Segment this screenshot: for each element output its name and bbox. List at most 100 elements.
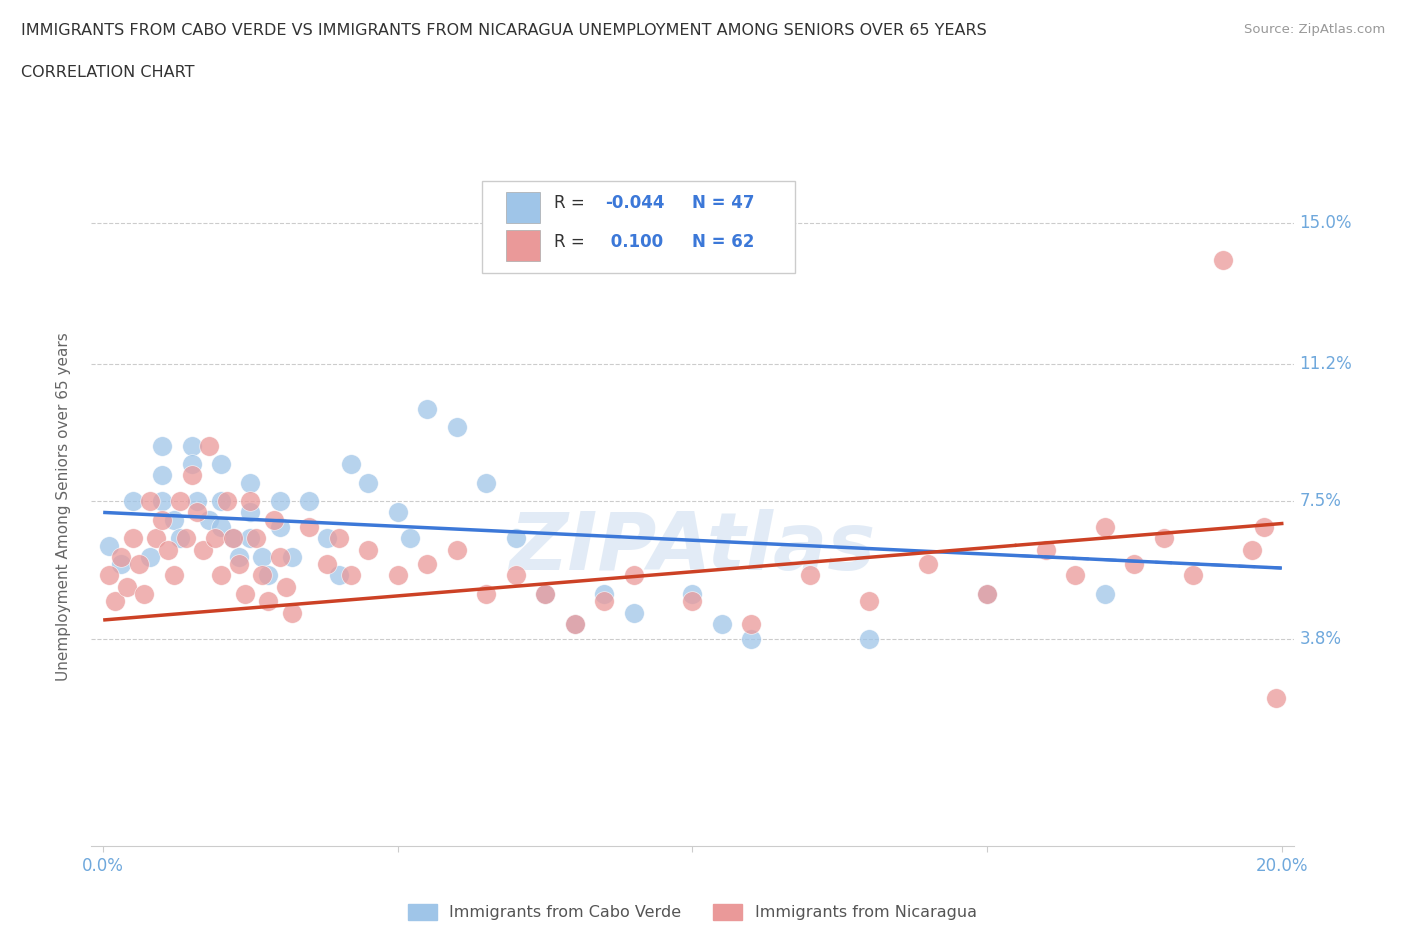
Text: R =: R = bbox=[554, 194, 591, 212]
Point bbox=[98, 538, 121, 553]
FancyBboxPatch shape bbox=[506, 231, 540, 260]
Point bbox=[186, 505, 208, 520]
Point bbox=[280, 605, 302, 620]
Point bbox=[339, 457, 361, 472]
Point bbox=[681, 594, 703, 609]
Point bbox=[204, 531, 226, 546]
FancyBboxPatch shape bbox=[482, 181, 794, 272]
Point bbox=[239, 494, 262, 509]
FancyBboxPatch shape bbox=[506, 192, 540, 222]
Point bbox=[298, 494, 321, 509]
Text: N = 62: N = 62 bbox=[693, 232, 755, 251]
Point bbox=[593, 594, 616, 609]
Point bbox=[222, 531, 245, 546]
Point bbox=[150, 468, 173, 483]
Point bbox=[976, 587, 998, 602]
Point bbox=[328, 531, 350, 546]
Text: Source: ZipAtlas.com: Source: ZipAtlas.com bbox=[1244, 23, 1385, 36]
Point bbox=[209, 568, 232, 583]
Point bbox=[209, 457, 232, 472]
Text: 0.100: 0.100 bbox=[605, 232, 662, 251]
Point bbox=[1123, 557, 1146, 572]
Point bbox=[252, 568, 274, 583]
Point bbox=[245, 531, 267, 546]
Point bbox=[564, 617, 586, 631]
Point bbox=[858, 631, 880, 646]
Point bbox=[475, 475, 498, 490]
Point bbox=[174, 531, 197, 546]
Point bbox=[1153, 531, 1175, 546]
Point bbox=[740, 617, 762, 631]
Point bbox=[1182, 568, 1205, 583]
Point bbox=[1064, 568, 1087, 583]
Point bbox=[274, 579, 297, 594]
Point bbox=[257, 594, 280, 609]
Point bbox=[193, 542, 215, 557]
Point bbox=[534, 587, 557, 602]
Point bbox=[198, 512, 221, 527]
Point bbox=[252, 550, 274, 565]
Point bbox=[1035, 542, 1057, 557]
Text: 3.8%: 3.8% bbox=[1299, 630, 1341, 647]
Point bbox=[209, 494, 232, 509]
Point bbox=[128, 557, 150, 572]
Point bbox=[328, 568, 350, 583]
Point bbox=[139, 550, 162, 565]
Point bbox=[198, 438, 221, 453]
Point bbox=[169, 494, 191, 509]
Point bbox=[150, 494, 173, 509]
Point bbox=[1212, 253, 1234, 268]
Point bbox=[209, 520, 232, 535]
Text: N = 47: N = 47 bbox=[693, 194, 755, 212]
Point bbox=[681, 587, 703, 602]
Point bbox=[416, 401, 439, 416]
Point bbox=[1094, 520, 1116, 535]
Legend: Immigrants from Cabo Verde, Immigrants from Nicaragua: Immigrants from Cabo Verde, Immigrants f… bbox=[402, 897, 983, 926]
Point bbox=[180, 438, 202, 453]
Point bbox=[446, 419, 468, 434]
Point bbox=[269, 494, 291, 509]
Point bbox=[387, 505, 409, 520]
Point bbox=[357, 475, 380, 490]
Point bbox=[215, 494, 238, 509]
Point bbox=[505, 531, 527, 546]
Text: IMMIGRANTS FROM CABO VERDE VS IMMIGRANTS FROM NICARAGUA UNEMPLOYMENT AMONG SENIO: IMMIGRANTS FROM CABO VERDE VS IMMIGRANTS… bbox=[21, 23, 987, 38]
Point bbox=[186, 494, 208, 509]
Point bbox=[917, 557, 939, 572]
Point bbox=[858, 594, 880, 609]
Point bbox=[740, 631, 762, 646]
Point bbox=[1094, 587, 1116, 602]
Point bbox=[710, 617, 733, 631]
Point bbox=[387, 568, 409, 583]
Point bbox=[976, 587, 998, 602]
Text: R =: R = bbox=[554, 232, 591, 251]
Point bbox=[110, 557, 132, 572]
Point bbox=[156, 542, 179, 557]
Point bbox=[150, 512, 173, 527]
Point bbox=[1253, 520, 1275, 535]
Point bbox=[593, 587, 616, 602]
Point bbox=[163, 568, 186, 583]
Point bbox=[145, 531, 167, 546]
Point bbox=[121, 494, 143, 509]
Point bbox=[623, 568, 645, 583]
Point bbox=[98, 568, 121, 583]
Point bbox=[139, 494, 162, 509]
Point bbox=[357, 542, 380, 557]
Point bbox=[110, 550, 132, 565]
Point bbox=[534, 587, 557, 602]
Text: -0.044: -0.044 bbox=[605, 194, 664, 212]
Point bbox=[1264, 690, 1286, 705]
Point bbox=[398, 531, 420, 546]
Point bbox=[233, 587, 256, 602]
Point bbox=[134, 587, 156, 602]
Point bbox=[475, 587, 498, 602]
Point bbox=[169, 531, 191, 546]
Point bbox=[316, 531, 339, 546]
Point bbox=[239, 505, 262, 520]
Point bbox=[339, 568, 361, 583]
Point bbox=[316, 557, 339, 572]
Point bbox=[564, 617, 586, 631]
Text: 11.2%: 11.2% bbox=[1299, 355, 1353, 373]
Point bbox=[121, 531, 143, 546]
